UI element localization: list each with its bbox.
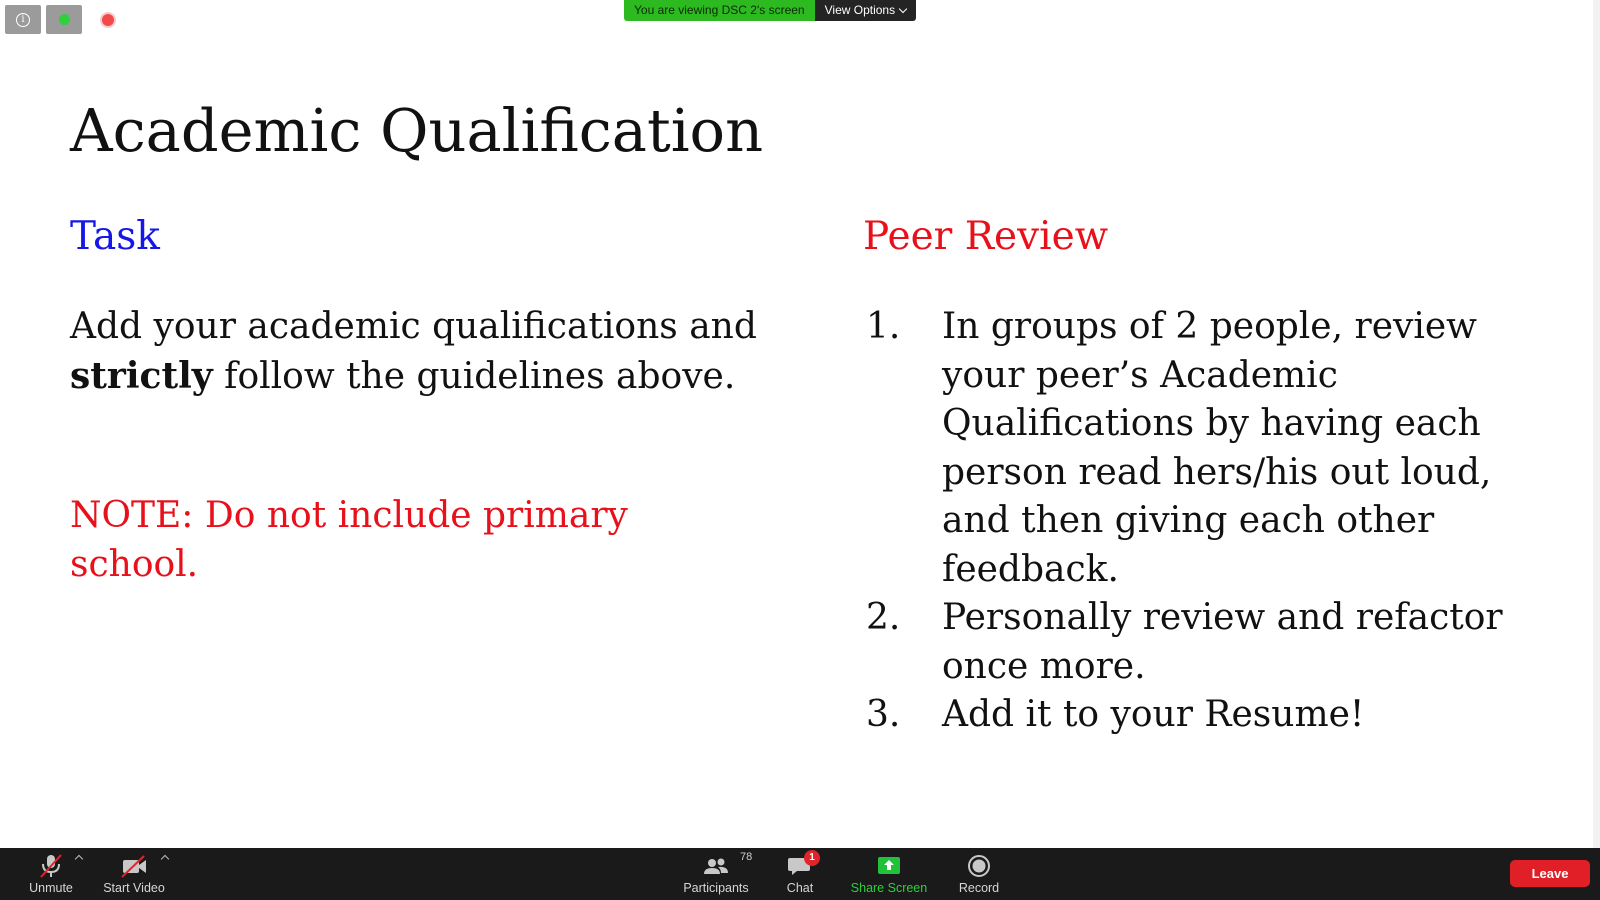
list-item: 2. Personally review and refactor once m…: [866, 594, 1526, 691]
connection-status-button[interactable]: [46, 5, 82, 34]
task-body-text-1: Add your academic qualifications and: [70, 306, 757, 347]
record-icon: [968, 855, 990, 877]
view-options-button[interactable]: View Options: [814, 0, 917, 21]
list-text: In groups of 2 people, review your peer’…: [942, 306, 1492, 590]
view-options-label: View Options: [824, 3, 896, 17]
start-video-button[interactable]: Start Video: [97, 848, 171, 900]
connection-status-icon: [58, 14, 70, 25]
task-body: Add your academic qualifications and str…: [70, 303, 770, 401]
viewing-banner: You are viewing DSC 2's screen View Opti…: [624, 0, 917, 21]
participants-label: Participants: [683, 881, 749, 895]
mic-muted-icon: [40, 854, 62, 878]
share-screen-icon: [878, 857, 900, 874]
participants-button[interactable]: Participants: [676, 848, 756, 900]
meeting-toolbar: Unmute Start Video Participants 78 Chat …: [0, 848, 1600, 900]
share-screen-button[interactable]: Share Screen: [842, 848, 936, 900]
info-icon: i: [16, 12, 30, 27]
right-edge: [1593, 0, 1600, 848]
list-number: 2.: [866, 597, 901, 638]
task-body-bold: strictly: [70, 354, 213, 397]
unmute-label: Unmute: [29, 881, 73, 895]
participants-count: 78: [740, 851, 753, 863]
leave-button[interactable]: Leave: [1510, 860, 1590, 887]
share-screen-label: Share Screen: [850, 881, 928, 895]
chat-unread-badge: 1: [804, 850, 820, 866]
video-off-icon: [121, 855, 146, 878]
list-item: 1. In groups of 2 people, review your pe…: [866, 303, 1526, 594]
chevron-down-icon: [898, 4, 908, 13]
task-heading: Task: [70, 214, 160, 259]
peer-review-heading: Peer Review: [863, 214, 1109, 259]
list-number: 3.: [866, 694, 901, 735]
list-item: 3. Add it to your Resume!: [866, 691, 1526, 740]
note-text: NOTE: Do not include primary school.: [70, 495, 628, 585]
chat-label: Chat: [786, 881, 814, 895]
peer-review-list: 1. In groups of 2 people, review your pe…: [866, 303, 1526, 740]
record-label: Record: [958, 881, 1000, 895]
recording-indicator-icon: [102, 14, 114, 26]
unmute-button[interactable]: Unmute: [22, 848, 80, 900]
record-button[interactable]: Record: [950, 848, 1008, 900]
slide-title: Academic Qualification: [70, 96, 764, 165]
viewing-label: You are viewing DSC 2's screen: [624, 0, 815, 21]
list-text: Add it to your Resume!: [942, 694, 1365, 735]
participants-icon: [704, 858, 728, 874]
start-video-label: Start Video: [103, 881, 165, 895]
list-text: Personally review and refactor once more…: [942, 597, 1503, 687]
meeting-info-button[interactable]: i: [5, 5, 41, 34]
task-body-text-2: follow the guidelines above.: [212, 355, 736, 397]
list-number: 1.: [866, 306, 901, 347]
